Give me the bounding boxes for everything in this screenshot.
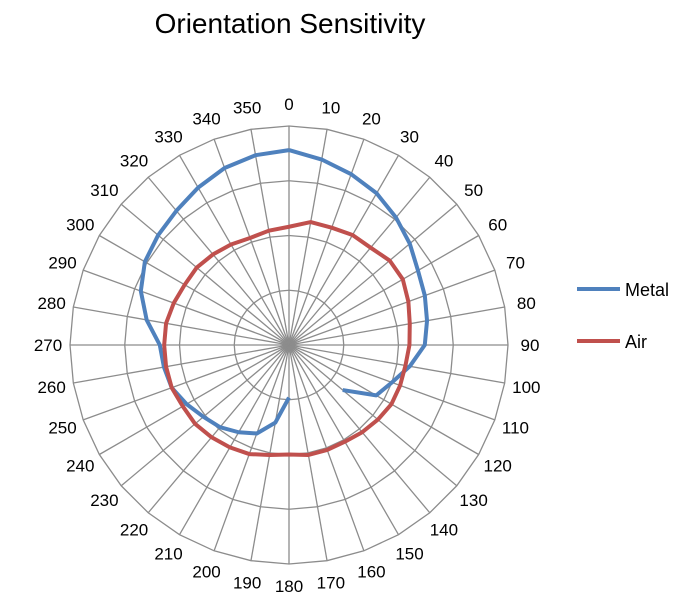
category-label: 300 (66, 216, 94, 235)
category-label: 250 (48, 418, 76, 437)
category-label: 80 (517, 294, 536, 313)
grid-spoke (250, 344, 290, 561)
category-label: 150 (395, 545, 423, 564)
legend-label-air: Air (625, 332, 647, 352)
grid-spoke (288, 344, 431, 514)
grid-spoke (288, 344, 365, 552)
category-label: 170 (317, 573, 345, 592)
grid-spoke (73, 344, 290, 384)
series-line-metal (288, 148, 430, 398)
grid-spoke (288, 203, 458, 346)
grid-spoke (147, 176, 290, 346)
category-label: 260 (37, 378, 65, 397)
category-label: 290 (48, 254, 76, 273)
category-label: 40 (434, 151, 453, 170)
grid-spoke (288, 344, 328, 561)
category-label: 60 (488, 216, 507, 235)
grid-spoke (120, 203, 290, 346)
category-label: 10 (321, 99, 340, 118)
grid-spoke (288, 129, 328, 346)
category-label: 90 (521, 336, 540, 355)
legend-label-metal: Metal (625, 280, 669, 300)
category-label: 280 (37, 294, 65, 313)
chart-title: Orientation Sensitivity (154, 8, 426, 39)
category-label: 110 (502, 418, 529, 437)
grid-spoke (120, 344, 290, 487)
category-label: 70 (506, 254, 525, 273)
grid-spoke (288, 344, 479, 456)
category-label: 50 (464, 181, 483, 200)
category-label: 310 (90, 181, 118, 200)
category-label: 240 (66, 457, 94, 476)
category-label: 220 (120, 521, 148, 540)
grid-spoke (213, 138, 290, 346)
grid-spoke (288, 234, 479, 346)
category-label: 180 (275, 577, 303, 596)
category-label: 20 (362, 110, 381, 129)
category-label: 0 (284, 95, 293, 114)
grid-spoke (288, 344, 458, 487)
series-line-metal (138, 148, 291, 436)
grid-spoke (99, 344, 290, 456)
grid-spoke (99, 234, 290, 346)
category-label: 330 (154, 127, 182, 146)
grid-spoke (288, 344, 400, 535)
category-label: 30 (400, 127, 419, 146)
grid-spoke (82, 269, 290, 346)
grid-spoke (213, 344, 290, 552)
category-label: 350 (233, 99, 261, 118)
category-label: 200 (192, 562, 220, 581)
grid-spoke (288, 306, 505, 346)
grid-spoke (82, 344, 290, 421)
category-label: 120 (484, 457, 512, 476)
category-label: 160 (357, 562, 385, 581)
category-label: 270 (34, 336, 62, 355)
series-line-air (162, 220, 412, 457)
grid-spoke (288, 155, 400, 346)
grid-spoke (250, 129, 290, 346)
category-label: 340 (192, 110, 220, 129)
grid-spoke (288, 176, 431, 346)
category-label: 320 (120, 151, 148, 170)
category-label: 100 (512, 378, 540, 397)
grid-spoke (73, 306, 290, 346)
grid-spoke (288, 269, 496, 346)
grid-spoke (147, 344, 290, 514)
category-label: 190 (233, 573, 261, 592)
category-label: 140 (430, 521, 458, 540)
category-label: 210 (154, 545, 182, 564)
grid-spoke (288, 344, 505, 384)
grid-spoke (178, 344, 290, 535)
category-label: 230 (90, 491, 118, 510)
category-label: 130 (459, 491, 487, 510)
